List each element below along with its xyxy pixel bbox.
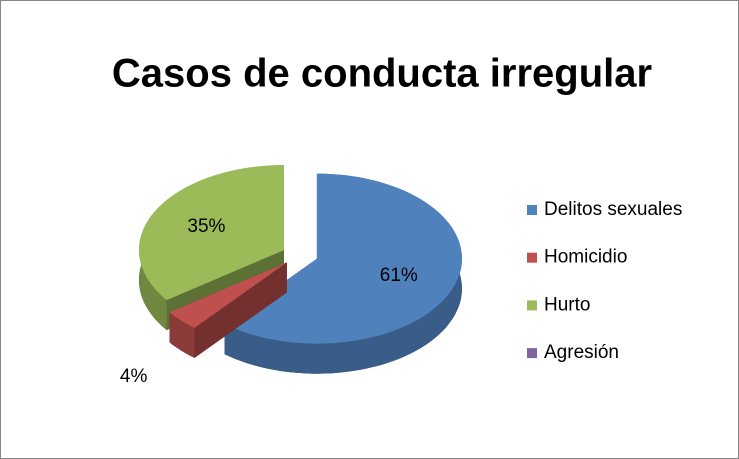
- slice-side: [224, 173, 462, 374]
- legend-label: Homicidio: [544, 247, 627, 268]
- legend-swatch: [527, 348, 537, 359]
- data-label: 61%: [380, 265, 418, 286]
- data-label: 4%: [120, 366, 148, 387]
- slice-top: [224, 173, 462, 344]
- data-label: 35%: [187, 216, 225, 237]
- legend-swatch: [527, 300, 537, 311]
- pie-slice: [169, 262, 287, 358]
- slice-top: [139, 165, 284, 301]
- slice-top: [169, 262, 287, 328]
- pie-slice: [224, 173, 462, 374]
- legend-swatch: [527, 205, 537, 215]
- slice-side: [169, 312, 195, 358]
- legend-label: Hurto: [544, 294, 590, 315]
- legend-swatch: [527, 252, 537, 263]
- legend-label: Agresión: [544, 342, 619, 363]
- legend-label: Delitos sexuales: [544, 199, 682, 220]
- chart-title: Casos de conducta irregular: [112, 52, 652, 96]
